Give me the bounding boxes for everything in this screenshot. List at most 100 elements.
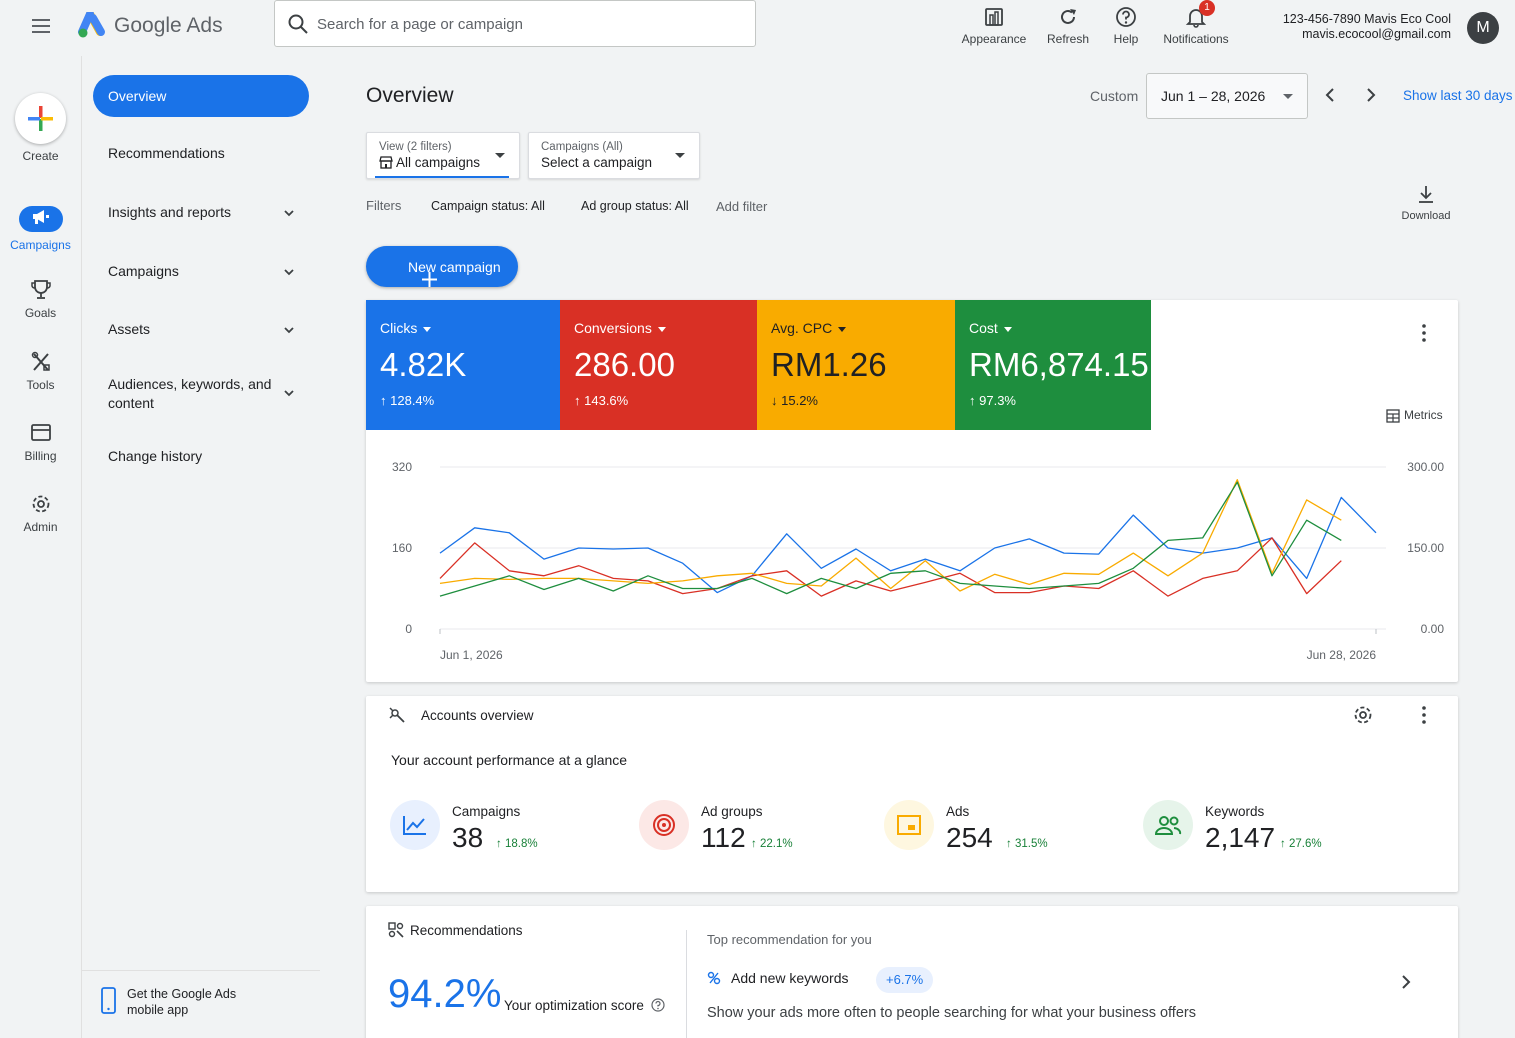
more-options-button[interactable] <box>1416 322 1432 344</box>
appearance-button[interactable]: Appearance <box>954 4 1034 46</box>
app-name: Google Ads <box>114 14 223 37</box>
gear-icon <box>1352 704 1374 726</box>
more-vert-icon <box>1416 322 1432 344</box>
more-options-button[interactable] <box>1416 704 1432 726</box>
help-icon[interactable] <box>650 998 665 1012</box>
sidebar-item-change-history[interactable]: Change history <box>108 448 203 464</box>
mobile-app-link[interactable]: Get the Google Ads mobile app <box>100 986 236 1018</box>
arrow-up-icon: ↑ <box>1006 838 1015 850</box>
next-recommendation-button[interactable] <box>1396 972 1416 992</box>
rail-item-goals[interactable]: Goals <box>0 278 81 320</box>
accounts-overview-card: Accounts overview Your account performan… <box>366 696 1458 892</box>
phone-icon <box>100 987 118 1015</box>
refresh-button[interactable]: Refresh <box>1028 4 1108 46</box>
y2-tick-label: 0.00 <box>1421 622 1445 636</box>
stat-delta-text: 27.6% <box>1288 838 1322 850</box>
rail-item-campaigns[interactable]: Campaigns <box>0 206 81 252</box>
sidebar-item-recommendations[interactable]: Recommendations <box>108 145 225 161</box>
ad-group-status-chip[interactable]: Ad group status: All <box>571 194 699 218</box>
view-filter-dropdown[interactable]: View (2 filters) All campaigns <box>366 132 520 179</box>
create-button[interactable] <box>15 93 66 144</box>
view-filter-text: All campaigns <box>396 155 481 170</box>
stat-label: Ads <box>946 804 970 819</box>
help-label: Help <box>1113 32 1139 46</box>
chevron-down-icon <box>283 266 295 278</box>
search-box[interactable] <box>274 0 756 47</box>
show-last-30-days-link[interactable]: Show last 30 days <box>1403 88 1513 103</box>
metric-name: Avg. CPC <box>771 320 847 336</box>
previous-period-button[interactable] <box>1320 85 1340 105</box>
y-tick-label: 160 <box>392 541 412 555</box>
y2-tick-label: 150.00 <box>1407 541 1444 555</box>
metric-name-text: Cost <box>969 320 998 336</box>
x-tick-label: Jun 1, 2026 <box>440 648 503 662</box>
rail-divider <box>81 56 82 1038</box>
stat-keywords[interactable]: Keywords 2,147 ↑ 27.6% <box>1143 800 1373 856</box>
add-filter-button[interactable]: Add filter <box>716 199 768 214</box>
metric-tile-conversions[interactable]: Conversions 286.00 ↑ 143.6% <box>560 300 757 430</box>
rail-label-campaigns: Campaigns <box>10 238 71 252</box>
metric-delta-text: 143.6% <box>584 393 629 408</box>
sidebar-item-audiences[interactable]: Audiences, keywords, and content <box>93 375 309 411</box>
stat-ads[interactable]: Ads 254 ↑ 31.5% <box>884 800 1104 856</box>
account-info[interactable]: 123-456-7890 Mavis Eco Cool mavis.ecocoo… <box>1283 12 1451 42</box>
help-button[interactable]: Help <box>1086 4 1166 46</box>
stat-label: Ad groups <box>701 804 763 819</box>
target-icon <box>639 800 689 850</box>
uplift-badge: +6.7% <box>876 967 934 993</box>
stat-ad-groups[interactable]: Ad groups 112 ↑ 22.1% <box>639 800 859 856</box>
search-input[interactable] <box>317 9 737 39</box>
metric-tile-avg-cpc[interactable]: Avg. CPC RM1.26 ↓ 15.2% <box>757 300 955 430</box>
date-mode-label: Custom <box>1090 88 1139 104</box>
metric-tile-cost[interactable]: Cost RM6,874.15 ↑ 97.3% <box>955 300 1151 430</box>
next-period-button[interactable] <box>1361 85 1381 105</box>
trend-chart-icon <box>390 800 440 850</box>
view-filter-value: All campaigns <box>379 154 519 172</box>
date-range-picker[interactable]: Jun 1 – 28, 2026 <box>1146 73 1308 119</box>
metrics-button[interactable]: Metrics <box>1386 408 1443 423</box>
optimization-score-label: Your optimization score <box>504 998 665 1013</box>
metric-tile-clicks[interactable]: Clicks 4.82K ↑ 128.4% <box>366 300 560 430</box>
stat-delta: ↑ 27.6% <box>1280 838 1322 850</box>
metric-delta-text: 97.3% <box>979 393 1016 408</box>
new-campaign-button[interactable]: New campaign <box>366 246 518 287</box>
filters-label: Filters <box>366 198 402 213</box>
notifications-button[interactable]: 1 Notifications <box>1156 0 1236 46</box>
metric-name: Cost <box>969 320 1012 336</box>
optimization-score-text: Your optimization score <box>504 998 644 1013</box>
rail-item-tools[interactable]: Tools <box>0 350 81 392</box>
chevron-down-icon <box>283 207 295 219</box>
arrow-up-icon: ↑ <box>751 838 760 850</box>
campaign-filter-dropdown[interactable]: Campaigns (All) Select a campaign <box>528 132 700 179</box>
arrow-down-icon: ↓ <box>771 393 782 408</box>
download-button[interactable]: Download <box>1396 184 1456 222</box>
avatar[interactable]: M <box>1467 12 1499 44</box>
campaign-status-chip[interactable]: Campaign status: All <box>421 194 555 218</box>
chevron-left-icon <box>1320 85 1340 105</box>
people-icon <box>1143 800 1193 850</box>
new-campaign-label: New campaign <box>408 259 501 275</box>
campaign-filter-value: Select a campaign <box>541 155 653 170</box>
accounts-overview-subtitle: Your account performance at a glance <box>391 752 628 768</box>
arrow-up-icon: ↑ <box>1280 838 1289 850</box>
account-id: 123-456-7890 Mavis Eco Cool <box>1282 12 1451 26</box>
rail-item-billing[interactable]: Billing <box>0 421 81 463</box>
chevron-down-icon <box>283 324 295 336</box>
metric-delta: ↓ 15.2% <box>771 393 818 408</box>
top-bar: Google Ads Appearance Refresh Help 1 Not… <box>0 0 1515 56</box>
sidebar-item-campaigns[interactable]: Campaigns <box>93 263 309 281</box>
sidebar-item-assets[interactable]: Assets <box>93 321 309 339</box>
settings-button[interactable] <box>1352 704 1374 726</box>
menu-icon[interactable] <box>28 14 54 38</box>
campaign-filter-label: Campaigns (All) <box>541 141 623 153</box>
sidebar-item-insights[interactable]: Insights and reports <box>93 204 309 222</box>
add-new-keywords-link[interactable]: Add new keywords <box>707 970 849 986</box>
rail-item-admin[interactable]: Admin <box>0 492 81 534</box>
stat-campaigns[interactable]: Campaigns 38 ↑ 18.8% <box>390 800 610 856</box>
optimization-score: 94.2% <box>388 972 502 1016</box>
stat-delta: ↑ 18.8% <box>496 838 538 850</box>
help-icon <box>1086 6 1166 28</box>
sidebar-item-overview[interactable]: Overview <box>93 75 309 117</box>
metric-delta: ↑ 97.3% <box>969 393 1016 408</box>
credit-card-icon <box>0 421 81 445</box>
